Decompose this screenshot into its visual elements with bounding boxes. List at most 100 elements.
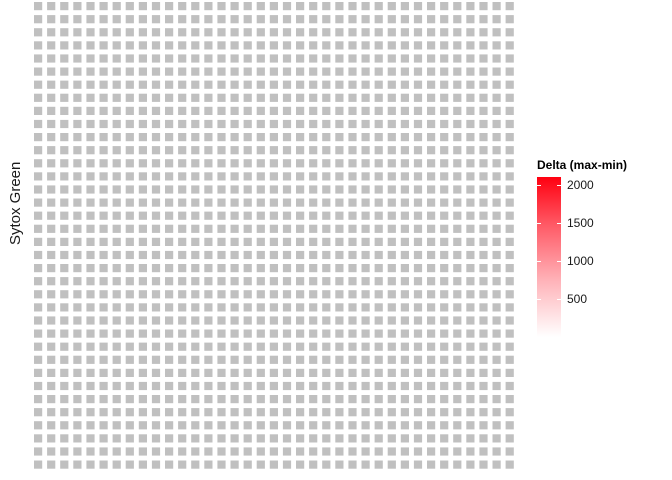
heatmap-cell bbox=[230, 381, 239, 391]
heatmap-cell bbox=[165, 146, 174, 155]
heatmap-cell bbox=[73, 41, 82, 50]
heatmap-cell bbox=[256, 41, 265, 50]
heatmap-cell bbox=[335, 2, 344, 11]
heatmap-cell bbox=[138, 329, 147, 338]
heatmap-cell bbox=[387, 237, 396, 246]
heatmap-cell bbox=[282, 54, 292, 63]
heatmap-cell bbox=[204, 185, 213, 194]
heatmap-cell bbox=[256, 106, 265, 115]
heatmap-cell bbox=[387, 342, 396, 351]
heatmap-cell bbox=[453, 316, 462, 325]
heatmap-cell bbox=[361, 316, 370, 325]
heatmap-cell bbox=[309, 250, 318, 260]
heatmap-cell bbox=[165, 67, 174, 76]
heatmap-cell bbox=[322, 368, 331, 377]
heatmap-cell bbox=[178, 2, 187, 11]
heatmap-cell bbox=[47, 119, 56, 129]
heatmap-cell bbox=[125, 159, 134, 168]
heatmap-cell bbox=[466, 381, 475, 391]
heatmap-cell bbox=[178, 395, 187, 404]
heatmap-cell bbox=[165, 395, 174, 404]
heatmap-cell bbox=[217, 250, 226, 260]
heatmap-cell bbox=[60, 460, 69, 469]
heatmap-cell bbox=[466, 159, 475, 168]
heatmap-cell bbox=[335, 342, 344, 351]
heatmap-cell bbox=[309, 185, 318, 194]
heatmap-cell bbox=[138, 172, 147, 181]
heatmap-cell bbox=[309, 198, 318, 207]
heatmap-cell bbox=[269, 368, 278, 377]
heatmap-cell bbox=[230, 421, 239, 430]
heatmap-cell bbox=[296, 198, 305, 207]
heatmap-cell bbox=[73, 93, 82, 102]
heatmap-cell bbox=[440, 316, 449, 325]
heatmap-cell bbox=[204, 408, 213, 417]
heatmap-cell bbox=[178, 408, 187, 417]
heatmap-cell bbox=[165, 119, 174, 129]
heatmap-cell bbox=[60, 2, 69, 11]
heatmap-cell bbox=[335, 368, 344, 377]
heatmap-cell bbox=[413, 329, 423, 338]
heatmap-cell bbox=[243, 355, 252, 364]
heatmap-cell bbox=[151, 421, 161, 430]
heatmap-cell bbox=[165, 277, 174, 286]
heatmap-cell bbox=[374, 172, 383, 181]
heatmap-cell bbox=[99, 264, 108, 273]
heatmap-cell bbox=[361, 303, 370, 312]
heatmap-cell bbox=[374, 342, 383, 351]
heatmap-cell bbox=[99, 290, 108, 299]
heatmap-cell bbox=[453, 119, 462, 129]
heatmap-cell bbox=[125, 368, 134, 377]
heatmap-cell bbox=[361, 434, 370, 443]
heatmap-cell bbox=[348, 211, 357, 220]
heatmap-cell bbox=[204, 395, 213, 404]
heatmap-cell bbox=[387, 329, 396, 338]
heatmap-cell bbox=[151, 106, 161, 115]
heatmap-cell bbox=[34, 80, 43, 89]
heatmap-cell bbox=[151, 185, 161, 194]
heatmap-cell bbox=[47, 368, 56, 377]
heatmap-cell bbox=[151, 159, 161, 168]
heatmap-cell bbox=[322, 41, 331, 50]
heatmap-cell bbox=[112, 342, 121, 351]
heatmap-cell bbox=[348, 250, 357, 260]
heatmap-cell bbox=[34, 277, 43, 286]
heatmap-cell bbox=[427, 434, 436, 443]
heatmap-cell bbox=[204, 434, 213, 443]
heatmap-cell bbox=[191, 342, 200, 351]
heatmap-cell bbox=[243, 408, 252, 417]
heatmap-cell bbox=[60, 106, 69, 115]
heatmap-cell bbox=[427, 224, 436, 233]
heatmap-cell bbox=[348, 303, 357, 312]
heatmap-cell bbox=[282, 172, 292, 181]
heatmap-cell bbox=[243, 264, 252, 273]
heatmap-cell bbox=[387, 434, 396, 443]
heatmap-cell bbox=[269, 355, 278, 364]
heatmap-cell bbox=[165, 290, 174, 299]
heatmap-cell bbox=[427, 342, 436, 351]
heatmap-cell bbox=[479, 381, 488, 391]
heatmap-cell bbox=[178, 211, 187, 220]
heatmap-cell bbox=[47, 408, 56, 417]
heatmap-cell bbox=[413, 408, 423, 417]
heatmap-cell bbox=[73, 408, 82, 417]
heatmap-cell bbox=[374, 106, 383, 115]
heatmap-cell bbox=[374, 133, 383, 142]
heatmap-cell bbox=[230, 172, 239, 181]
heatmap-cell bbox=[112, 15, 121, 24]
heatmap-cell bbox=[125, 41, 134, 50]
heatmap-cell bbox=[269, 28, 278, 37]
heatmap-cell bbox=[348, 421, 357, 430]
heatmap-cell bbox=[505, 146, 514, 155]
heatmap-cell bbox=[505, 421, 514, 430]
heatmap-cell bbox=[335, 447, 344, 456]
heatmap-cell bbox=[178, 15, 187, 24]
heatmap-cell bbox=[413, 250, 423, 260]
heatmap-cell bbox=[492, 421, 501, 430]
heatmap-cell bbox=[230, 80, 239, 89]
heatmap-cell bbox=[400, 290, 409, 299]
heatmap-cell bbox=[322, 447, 331, 456]
heatmap-cell bbox=[296, 224, 305, 233]
heatmap-cell bbox=[296, 41, 305, 50]
heatmap-cell bbox=[151, 28, 161, 37]
